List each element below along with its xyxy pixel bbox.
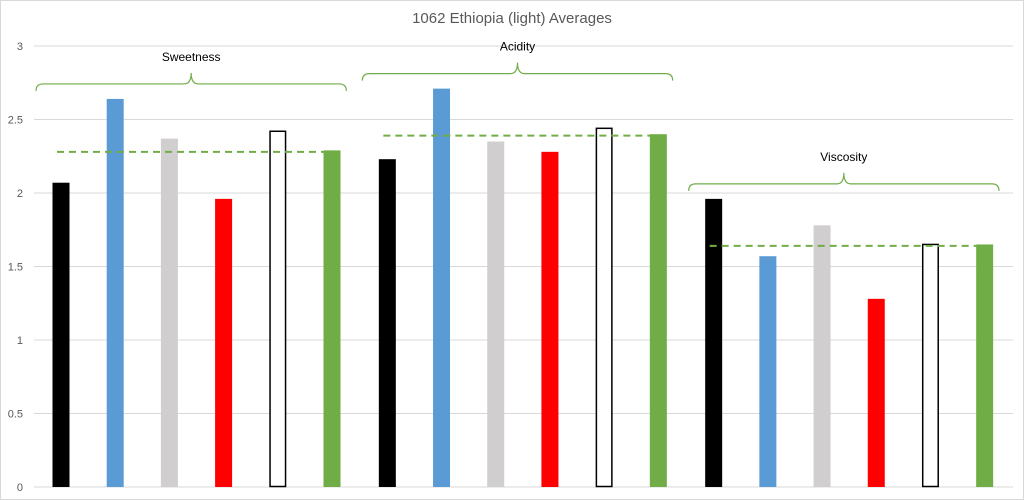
- y-tick-label: 0: [17, 482, 23, 494]
- bar: [487, 141, 505, 488]
- bar: [378, 159, 396, 487]
- bar-outline: [269, 130, 287, 488]
- group-bracket: [35, 72, 347, 91]
- bar-outline: [595, 127, 613, 488]
- y-tick-label: 3: [17, 41, 23, 53]
- y-tick-label: 0.5: [8, 409, 23, 421]
- bar: [323, 150, 341, 487]
- bar: [813, 225, 831, 487]
- group-label: Sweetness: [162, 50, 221, 64]
- bar: [106, 98, 124, 488]
- y-tick-label: 1.5: [8, 262, 23, 274]
- y-tick-label: 2.5: [8, 115, 23, 127]
- group-bracket: [361, 62, 674, 81]
- group-label: Acidity: [500, 40, 535, 54]
- bar: [649, 134, 667, 487]
- bar: [215, 198, 233, 487]
- bar-outline: [921, 243, 939, 488]
- chart-title: 1062 Ethiopia (light) Averages: [412, 10, 612, 27]
- y-tick-label: 2: [17, 188, 23, 200]
- bar: [867, 298, 885, 487]
- group-label: Viscosity: [820, 150, 867, 164]
- bar: [433, 88, 451, 487]
- group-bracket: [688, 172, 1000, 191]
- bar: [160, 138, 178, 488]
- y-tick-label: 1: [17, 335, 23, 347]
- bar: [541, 151, 559, 487]
- bar: [705, 198, 723, 487]
- bar: [976, 244, 994, 487]
- bar: [759, 256, 777, 487]
- bar: [52, 182, 70, 487]
